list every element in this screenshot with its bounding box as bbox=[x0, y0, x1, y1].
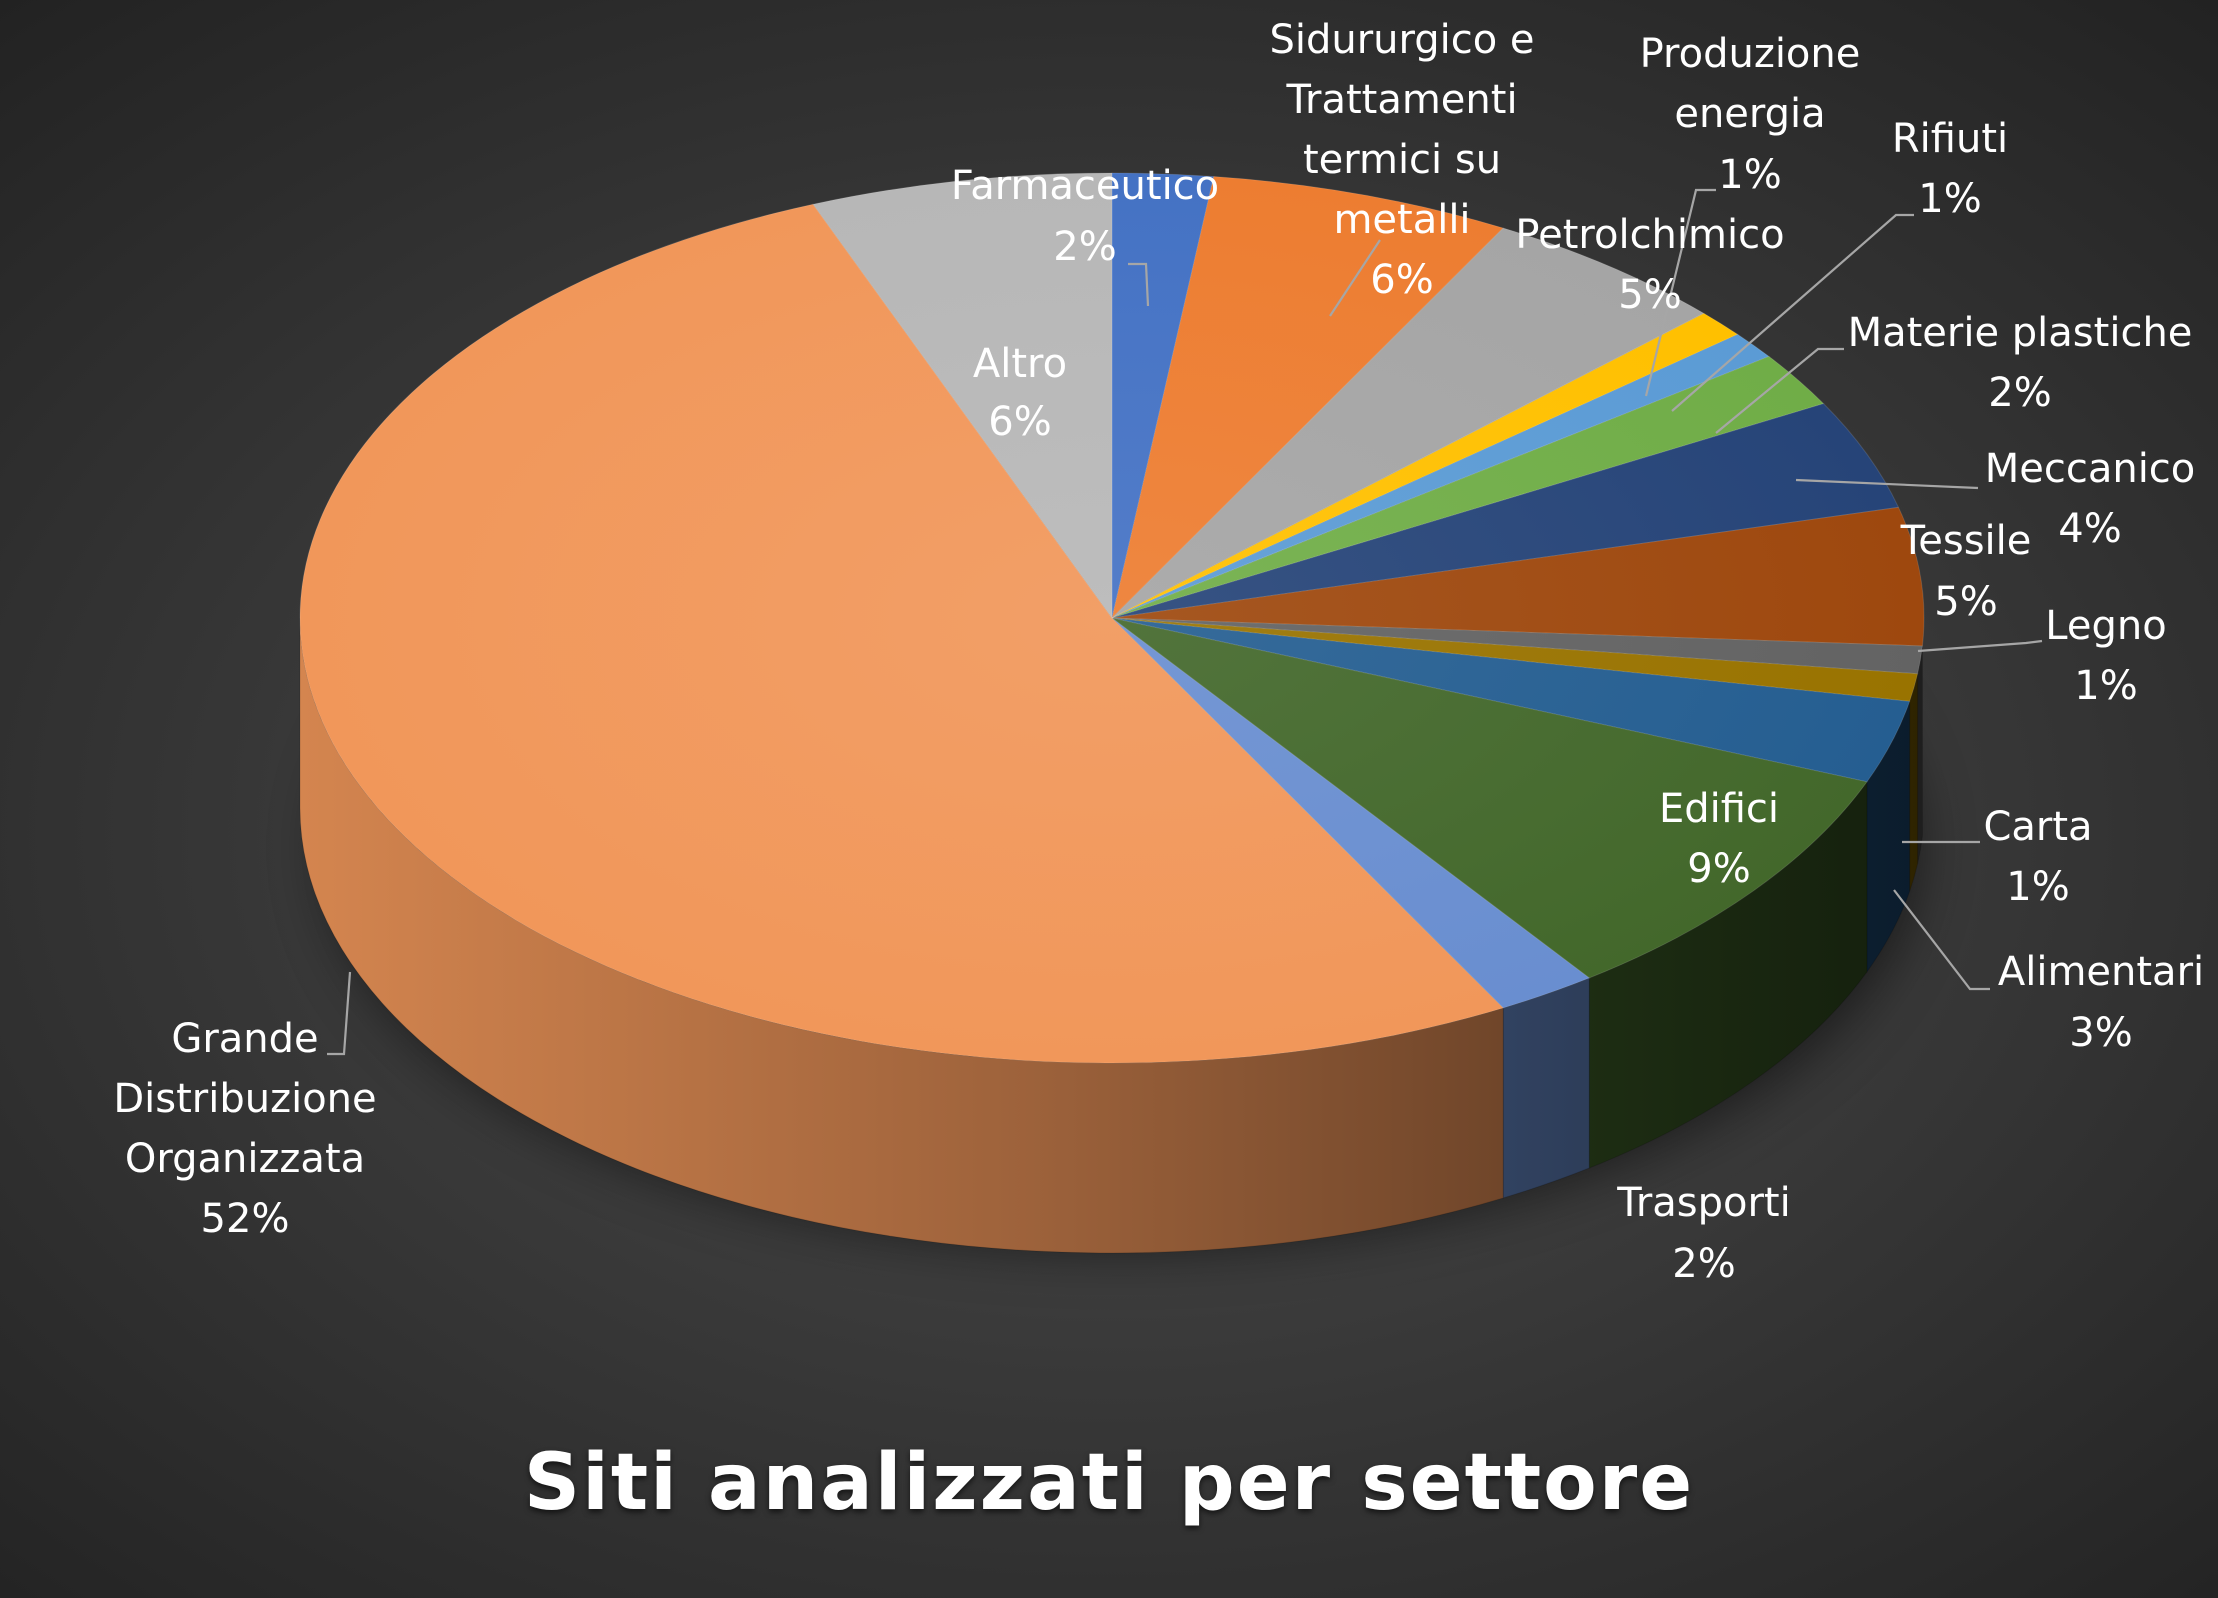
slice-name-grande-distribuzione-organizzata: Organizzata bbox=[125, 1136, 365, 1182]
pie-slice-meccanico bbox=[1111, 403, 1900, 619]
slice-label-carta: Carta 1% bbox=[1983, 804, 2092, 910]
slice-value-farmaceutico: 2% bbox=[1053, 224, 1116, 270]
pie-side-legno bbox=[1917, 645, 1923, 864]
pie-slice-sidururgico-e-trattamenti-termici-su-metalli bbox=[1111, 175, 1505, 620]
slice-name-sidururgico-e-trattamenti-termici-su-metalli: Sidururgico e bbox=[1269, 17, 1534, 63]
slice-value-trasporti: 2% bbox=[1672, 1241, 1735, 1287]
pie-slice-materie-plastiche bbox=[1111, 355, 1825, 619]
pie-slice-edifici bbox=[1111, 617, 1868, 979]
slice-name-trasporti: Trasporti bbox=[1616, 1180, 1790, 1226]
leader-line-materie-plastiche bbox=[1715, 347, 1844, 434]
slice-label-altro: Altro 6% bbox=[973, 341, 1067, 445]
slice-label-trasporti: Trasporti 2% bbox=[1616, 1180, 1790, 1287]
slice-value-rifiuti: 1% bbox=[1918, 176, 1981, 222]
leader-line-alimentari bbox=[1893, 889, 1990, 991]
slice-label-rifiuti: Rifiuti 1% bbox=[1892, 116, 2008, 222]
slice-value-meccanico: 4% bbox=[2058, 506, 2121, 552]
chart-title: Siti analizzati per settore bbox=[523, 1438, 1695, 1528]
slice-name-produzione-energia: energia bbox=[1674, 91, 1825, 137]
pie-slice-trasporti bbox=[1111, 617, 1591, 1009]
slice-name-carta: Carta bbox=[1983, 804, 2092, 850]
pie-slice-petrolchimico bbox=[1111, 227, 1705, 619]
slice-name-sidururgico-e-trattamenti-termici-su-metalli: termici su bbox=[1303, 137, 1501, 183]
slice-label-edifici: Edifici 9% bbox=[1659, 786, 1779, 892]
slice-name-rifiuti: Rifiuti bbox=[1892, 116, 2008, 162]
slice-label-meccanico: Meccanico 4% bbox=[1985, 446, 2196, 552]
slice-value-legno: 1% bbox=[2074, 663, 2137, 709]
slice-label-materie-plastiche: Materie plastiche 2% bbox=[1848, 310, 2193, 416]
slice-name-sidururgico-e-trattamenti-termici-su-metalli: metalli bbox=[1333, 197, 1470, 243]
slice-label-tessile: Tessile 5% bbox=[1900, 518, 2032, 625]
pie-slice-alimentari bbox=[1111, 617, 1911, 783]
leader-line-legno bbox=[1917, 639, 2043, 653]
slice-label-produzione-energia: Produzione energia 1% bbox=[1640, 31, 1861, 198]
slice-value-altro: 6% bbox=[988, 399, 1051, 445]
pie-slice-altro bbox=[812, 172, 1113, 620]
slice-label-grande-distribuzione-organizzata: Grande Distribuzione Organizzata 52% bbox=[113, 1016, 376, 1242]
slice-name-tessile: Tessile bbox=[1900, 518, 2032, 564]
pie-side-carta bbox=[1909, 673, 1919, 892]
slice-value-grande-distribuzione-organizzata: 52% bbox=[201, 1196, 290, 1242]
slice-value-petrolchimico: 5% bbox=[1618, 272, 1681, 318]
pie-slice-carta bbox=[1111, 617, 1919, 702]
slice-name-materie-plastiche: Materie plastiche bbox=[1848, 310, 2193, 356]
pie-slice-farmaceutico bbox=[1111, 172, 1215, 619]
slice-name-sidururgico-e-trattamenti-termici-su-metalli: Trattamenti bbox=[1285, 77, 1517, 123]
slice-label-petrolchimico: Petrolchimico 5% bbox=[1515, 212, 1784, 318]
slice-label-legno: Legno 1% bbox=[2045, 603, 2166, 709]
slice-label-farmaceutico: Farmaceutico 2% bbox=[951, 163, 1219, 270]
slice-value-tessile: 5% bbox=[1934, 579, 1997, 625]
slice-name-produzione-energia: Produzione bbox=[1640, 31, 1861, 77]
pie-slice-grande-distribuzione-organizzata bbox=[299, 203, 1505, 1064]
slice-value-produzione-energia: 1% bbox=[1718, 152, 1781, 198]
leader-line-grande-distribuzione-organizzata bbox=[327, 971, 352, 1056]
slice-value-carta: 1% bbox=[2006, 864, 2069, 910]
slice-label-alimentari: Alimentari 3% bbox=[1998, 949, 2204, 1056]
pie-slice-rifiuti bbox=[1111, 333, 1770, 619]
slice-name-legno: Legno bbox=[2045, 603, 2166, 649]
slice-name-grande-distribuzione-organizzata: Distribuzione bbox=[113, 1076, 376, 1122]
slice-value-materie-plastiche: 2% bbox=[1988, 370, 2051, 416]
leader-line-rifiuti bbox=[1671, 213, 1914, 412]
leader-line-meccanico bbox=[1795, 478, 1979, 490]
slice-name-petrolchimico: Petrolchimico bbox=[1515, 212, 1784, 258]
slice-name-grande-distribuzione-organizzata: Grande bbox=[171, 1016, 318, 1062]
slice-name-altro: Altro bbox=[973, 341, 1067, 387]
slice-name-farmaceutico: Farmaceutico bbox=[951, 163, 1219, 209]
slice-label-sidururgico-e-trattamenti-termici-su-metalli: Sidururgico e Trattamenti termici su metall… bbox=[1269, 17, 1534, 303]
leader-line-petrolchimico bbox=[1544, 310, 1605, 367]
pie-slice-legno bbox=[1111, 617, 1923, 675]
slice-value-edifici: 9% bbox=[1687, 846, 1750, 892]
pie-slice-tessile bbox=[1111, 506, 1925, 647]
slice-value-sidururgico-e-trattamenti-termici-su-metalli: 6% bbox=[1370, 257, 1433, 303]
pie-side-trasporti bbox=[1502, 977, 1590, 1199]
pie-slice-produzione-energia bbox=[1111, 312, 1739, 619]
leader-line-farmaceutico bbox=[1128, 262, 1150, 307]
slice-name-alimentari: Alimentari bbox=[1998, 949, 2204, 995]
slice-value-alimentari: 3% bbox=[2069, 1010, 2132, 1056]
slice-name-meccanico: Meccanico bbox=[1985, 446, 2196, 492]
leader-line-produzione-energia bbox=[1644, 188, 1716, 397]
leader-line-sidururgico-e-trattamenti-termici-su-metalli bbox=[1329, 239, 1381, 317]
slice-name-edifici: Edifici bbox=[1659, 786, 1779, 832]
